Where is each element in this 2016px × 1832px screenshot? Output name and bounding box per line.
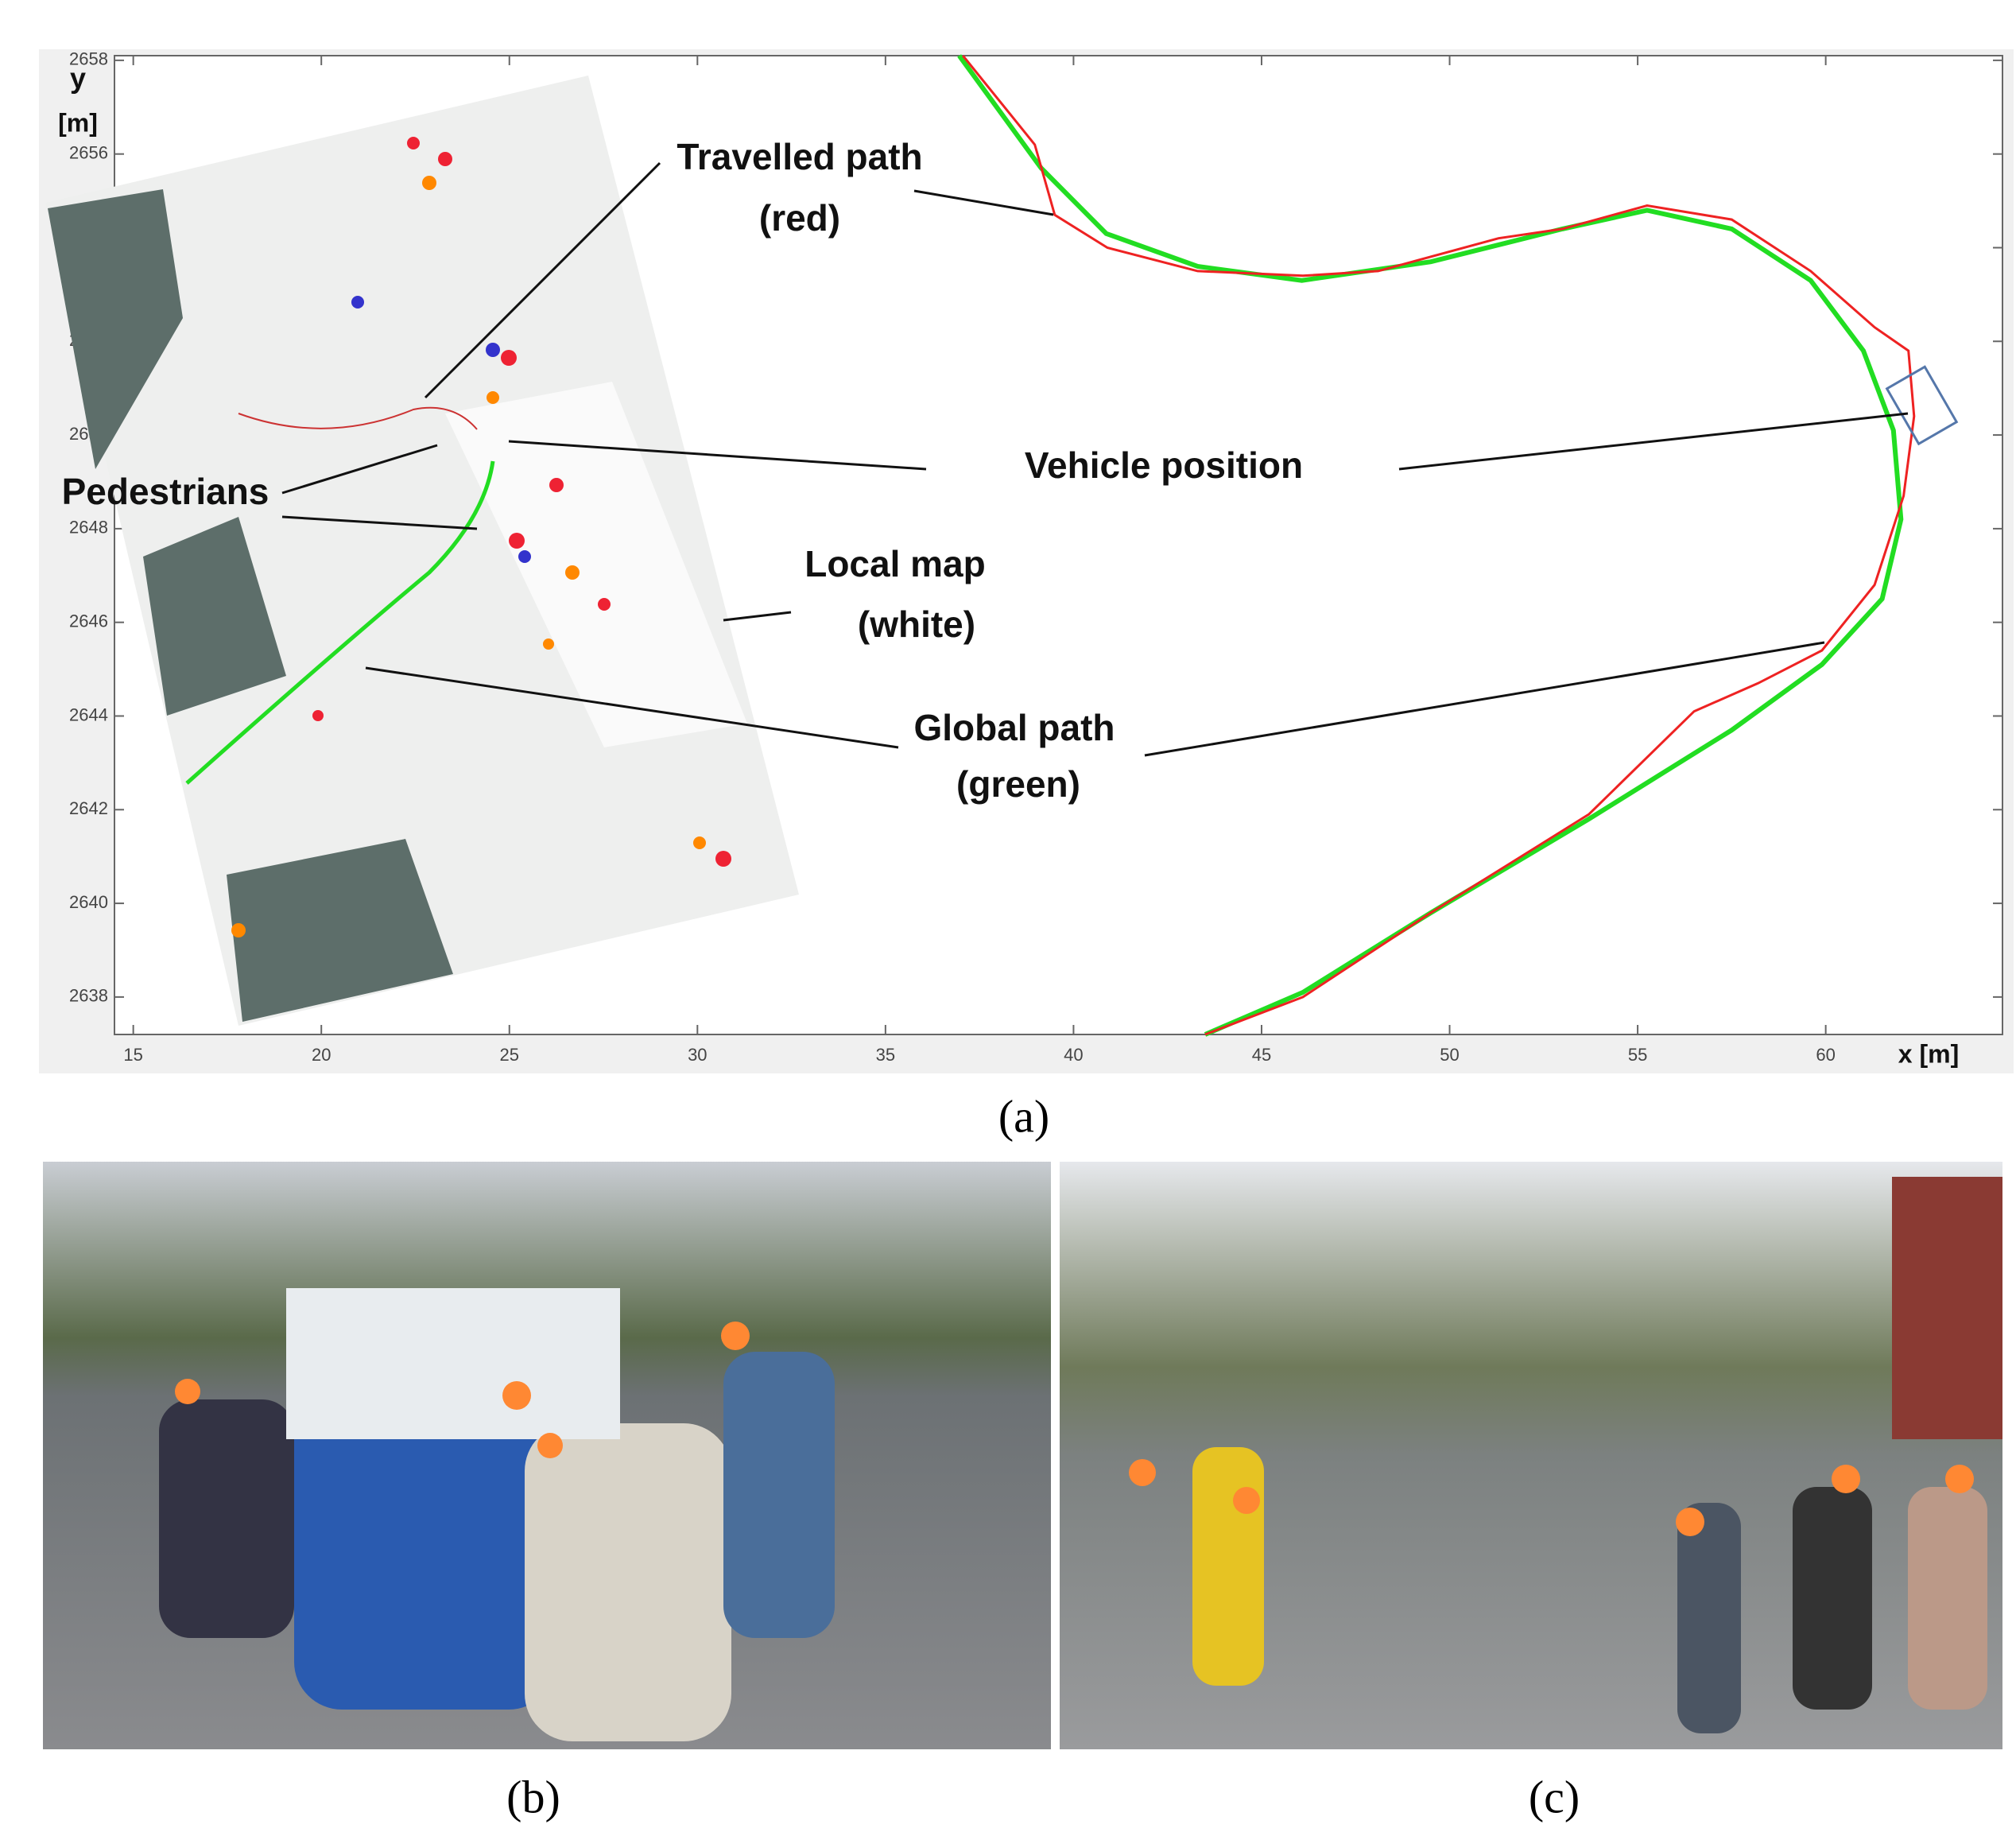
annotation-arrows [281, 161, 1909, 757]
annotation: Vehicle position [1025, 444, 1303, 486]
y-tick-label: 2646 [69, 611, 108, 631]
photo-c-people [1129, 1177, 2002, 1733]
y-axis-label: [m] [58, 108, 98, 137]
photo-b-people [159, 1288, 835, 1741]
x-tick-label: 50 [1440, 1045, 1459, 1065]
x-tick-label: 35 [876, 1045, 895, 1065]
x-tick-label: 45 [1252, 1045, 1271, 1065]
x-tick-label: 60 [1816, 1045, 1835, 1065]
y-tick-label: 2644 [69, 704, 108, 724]
x-tick-label: 25 [500, 1045, 519, 1065]
annotation: (white) [858, 604, 975, 645]
annotation: Travelled path [677, 136, 922, 177]
caption: (b) [506, 1771, 560, 1822]
caption: (a) [998, 1090, 1049, 1142]
local-map-overlay [45, 76, 1959, 1026]
y-tick-label: 2638 [69, 986, 108, 1006]
y-tick-label: 2656 [69, 143, 108, 163]
y-tick-label: 2640 [69, 892, 108, 912]
x-tick-label: 40 [1064, 1045, 1083, 1065]
x-tick-label: 55 [1628, 1045, 1647, 1065]
y-tick-label: 2658 [69, 49, 108, 69]
y-tick-label: 2648 [69, 518, 108, 538]
y-tick-label: 2642 [69, 798, 108, 818]
caption: (c) [1529, 1771, 1580, 1822]
x-tick-label: 30 [688, 1045, 707, 1065]
annotation: Local map [804, 543, 986, 584]
x-tick-label: 15 [123, 1045, 142, 1065]
annotation: Pedestrians [62, 471, 269, 512]
series-line [962, 55, 1916, 1036]
x-axis-label: x [m] [1898, 1039, 1959, 1068]
annotation: (red) [759, 197, 840, 239]
annotation: (green) [956, 763, 1080, 805]
annotation: Global path [914, 707, 1115, 748]
series-line [957, 54, 1904, 1037]
y-axis-label: y [70, 62, 86, 95]
x-tick-label: 20 [312, 1045, 331, 1065]
